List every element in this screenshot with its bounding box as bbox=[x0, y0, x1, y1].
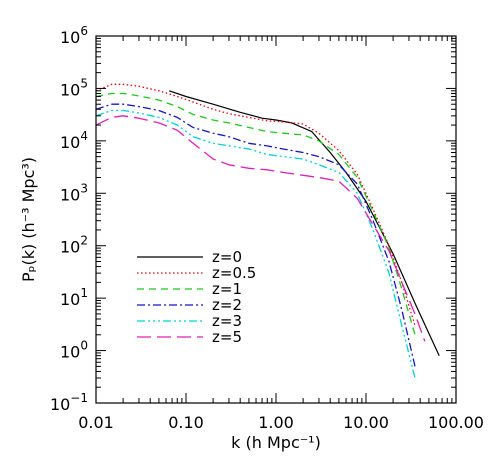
series-line-1 bbox=[169, 90, 440, 356]
x-axis-title: k (h Mpc⁻¹) bbox=[231, 433, 321, 452]
legend-label: z=3 bbox=[212, 312, 242, 330]
series-line-3 bbox=[96, 92, 416, 335]
y-tick-label-base: 10 bbox=[60, 343, 80, 362]
y-tick-label: 102 bbox=[60, 234, 88, 257]
y-tick-label: 104 bbox=[60, 129, 88, 152]
x-tick-label: 0.01 bbox=[78, 413, 114, 432]
y-tick-label-exponent: 6 bbox=[80, 24, 88, 38]
x-tick-label: 100.00 bbox=[428, 413, 484, 432]
y-tick-label-base: 10 bbox=[60, 238, 80, 257]
y-tick-label-exponent: 1 bbox=[80, 286, 88, 300]
series-line-6 bbox=[96, 115, 426, 342]
legend-label: z=0 bbox=[212, 248, 242, 266]
legend-label: z=1 bbox=[212, 280, 242, 298]
y-tick-label-base: 10 bbox=[60, 80, 80, 99]
legend-label: z=2 bbox=[212, 296, 242, 314]
y-tick-label-exponent: 4 bbox=[80, 129, 88, 143]
legend-label: z=5 bbox=[212, 328, 242, 346]
y-tick-label-exponent: 5 bbox=[80, 76, 88, 90]
series-line-4 bbox=[96, 103, 416, 367]
y-tick-label-base: 10 bbox=[60, 290, 80, 309]
plot-frame bbox=[95, 35, 457, 404]
x-tick-label: 0.10 bbox=[168, 413, 204, 432]
x-tick-label: 10.00 bbox=[343, 413, 389, 432]
series-line-2 bbox=[96, 83, 416, 326]
x-tick-label: 1.00 bbox=[258, 413, 294, 432]
y-tick-label: 101 bbox=[60, 286, 88, 309]
y-tick-label: 10−1 bbox=[50, 391, 88, 414]
y-tick-label-base: 10 bbox=[60, 28, 80, 47]
y-tick-label: 100 bbox=[60, 339, 88, 362]
legend: z=0z=0.5z=1z=2z=3z=5 bbox=[137, 248, 256, 346]
series-line-5 bbox=[96, 109, 416, 379]
y-tick-label: 103 bbox=[60, 181, 88, 204]
y-tick-label: 105 bbox=[60, 76, 88, 99]
y-tick-label-base: 10 bbox=[50, 395, 70, 414]
y-tick-label-exponent: 0 bbox=[80, 339, 88, 353]
y-axis-title: Pₚ(k) (h⁻³ Mpc³) bbox=[19, 157, 38, 282]
y-tick-label-exponent: −1 bbox=[70, 391, 88, 405]
y-tick-label-exponent: 3 bbox=[80, 181, 88, 195]
legend-label: z=0.5 bbox=[212, 264, 256, 282]
y-tick-label-base: 10 bbox=[60, 133, 80, 152]
y-tick-label-exponent: 2 bbox=[80, 234, 88, 248]
y-tick-label-base: 10 bbox=[60, 185, 80, 204]
y-tick-label: 106 bbox=[60, 24, 88, 47]
